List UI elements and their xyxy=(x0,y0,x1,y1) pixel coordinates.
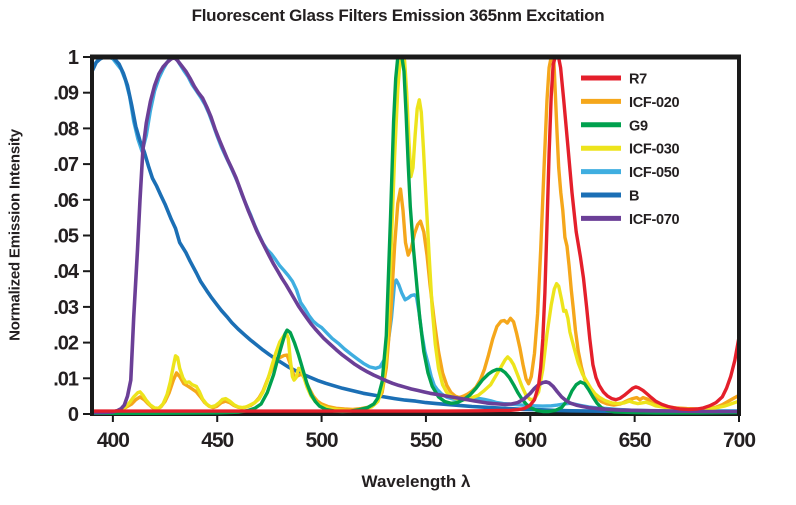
legend-item-R7: R7 xyxy=(581,72,647,88)
x-axis-title: Wavelength λ xyxy=(361,472,471,491)
y-tick-label: .02 xyxy=(53,333,79,355)
legend-item-G9: G9 xyxy=(581,118,648,134)
legend-item-ICF-050: ICF-050 xyxy=(581,165,680,181)
x-tick-label: 550 xyxy=(410,429,442,452)
x-tick-label: 400 xyxy=(97,429,129,452)
axis-ticks-and-labels: 1 .09 .08 .07 .06 .05 .04 .03 .02 .01 0 400 450 500 55… xyxy=(53,47,756,452)
chart-title: Fluorescent Glass Filters Emission 365nm… xyxy=(191,6,605,25)
x-tick-label: 650 xyxy=(619,429,651,452)
y-tick-label: .03 xyxy=(53,297,79,319)
x-tick-label: 450 xyxy=(201,429,233,452)
y-tick-label: .01 xyxy=(53,368,79,390)
plot-frame-overlay xyxy=(90,54,741,416)
y-tick-label: .08 xyxy=(53,118,79,140)
legend-label: ICF-020 xyxy=(629,95,680,111)
x-tick-label: 700 xyxy=(723,429,755,452)
y-tick-label: .05 xyxy=(53,226,79,248)
y-tick-label: 1 xyxy=(68,47,79,69)
legend-item-ICF-020: ICF-020 xyxy=(581,95,680,111)
legend-label: ICF-070 xyxy=(629,212,680,228)
x-tick-label: 500 xyxy=(306,429,338,452)
legend-item-ICF-070: ICF-070 xyxy=(581,212,680,228)
legend-label: ICF-050 xyxy=(629,165,680,181)
y-tick-label: .07 xyxy=(53,154,79,176)
legend-item-ICF-030: ICF-030 xyxy=(581,142,680,158)
curve-R7 xyxy=(90,55,741,413)
x-tick-label: 600 xyxy=(514,429,546,452)
legend-label: R7 xyxy=(629,72,647,88)
y-tick-label: 0 xyxy=(68,404,79,426)
y-tick-label: .09 xyxy=(53,83,79,105)
y-tick-label: .06 xyxy=(53,190,79,212)
legend-label: G9 xyxy=(629,118,648,134)
legend-label: ICF-030 xyxy=(629,142,680,158)
y-tick-label: .04 xyxy=(53,261,80,283)
legend: R7 ICF-020 G9 ICF-030 ICF-050 B ICF-070 xyxy=(581,72,680,228)
legend-item-B: B xyxy=(581,189,639,205)
curve-G9 xyxy=(90,55,741,415)
legend-label: B xyxy=(629,189,639,205)
